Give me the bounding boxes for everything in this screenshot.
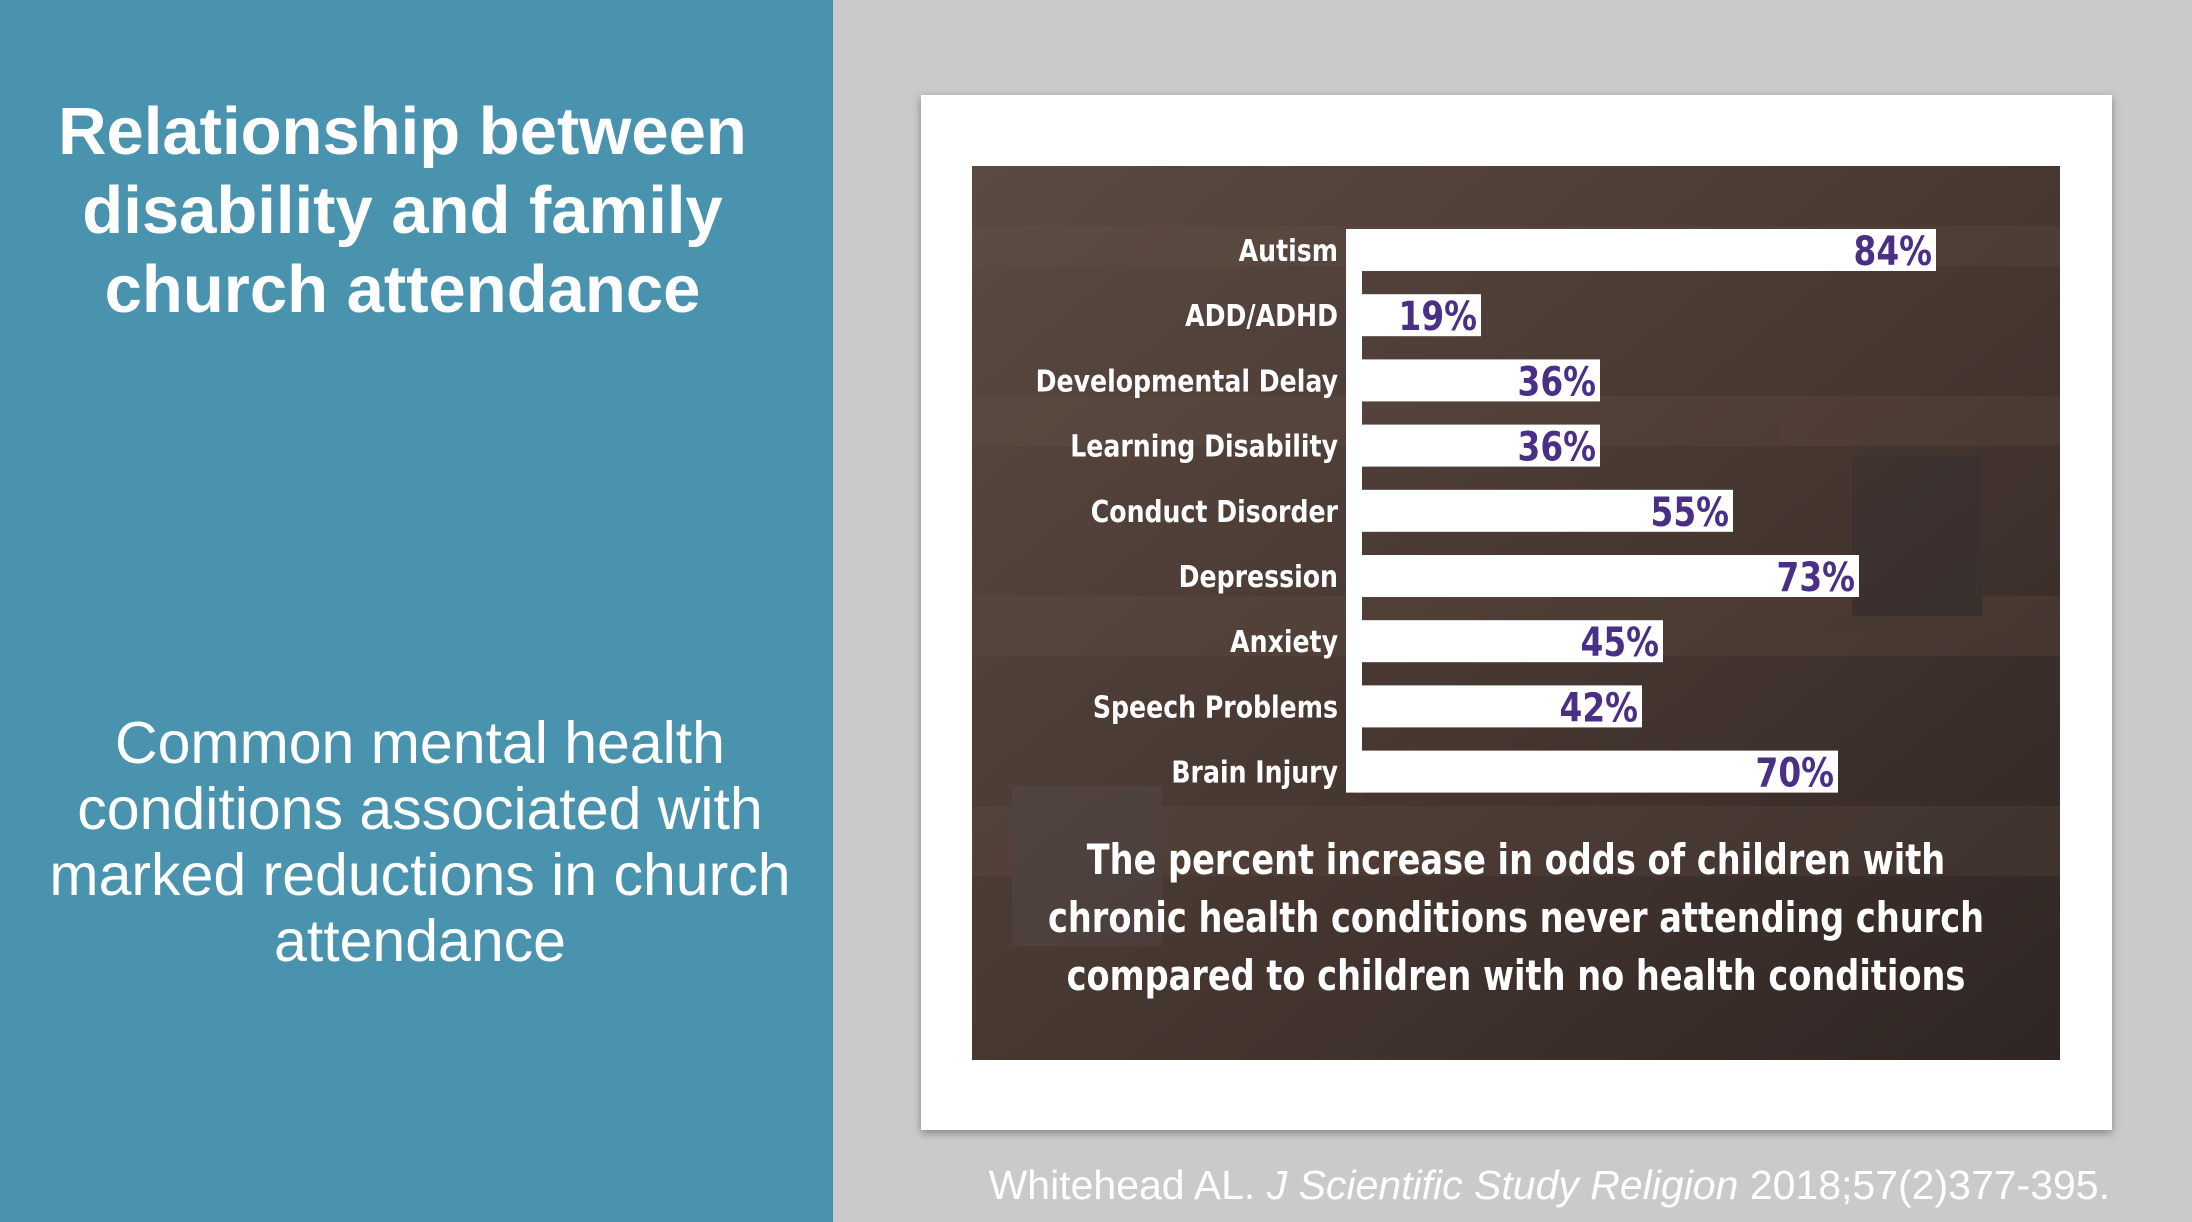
citation-reference: 2018;57(2)377-395. [1749,1162,2110,1208]
bar [1358,294,1481,337]
value-label: 36% [1518,358,1596,405]
bar [1358,489,1733,532]
value-label: 55% [1651,489,1729,536]
category-label: Brain Injury [1171,754,1338,790]
value-label: 73% [1777,554,1855,601]
chart-background [972,166,2060,1060]
citation-journal: J Scientific Study Religion [1266,1162,1739,1208]
category-label: Speech Problems [1093,689,1338,725]
bar [1358,620,1663,663]
value-label: 42% [1560,684,1638,731]
left-panel: Relationship between disability and fami… [0,0,833,1222]
bar [1358,555,1859,597]
bar [1358,424,1600,467]
value-label: 84% [1854,228,1932,275]
category-label: Developmental Delay [1036,363,1338,399]
chart-caption-line: The percent increase in odds of children… [1087,835,1945,884]
bar [1358,750,1838,793]
chart-card: Autism 84% ADD/ADHD 19% Developmental Delay 3… [921,95,2112,1130]
value-label: 45% [1581,619,1659,666]
value-label: 70% [1756,749,1834,796]
citation: Whitehead AL. J Scientific Study Religio… [940,1160,2110,1210]
bar [1358,229,1936,271]
slide-subtitle: Common mental health conditions associat… [49,710,791,974]
category-label: Autism [1239,233,1338,269]
chart-caption-line: chronic health conditions never attendin… [1048,893,1984,942]
category-label: ADD/ADHD [1185,298,1338,334]
category-label: Depression [1179,559,1338,595]
value-label: 36% [1518,423,1596,470]
value-label: 19% [1399,293,1477,340]
bar-chart: Autism 84% ADD/ADHD 19% Developmental Delay 3… [972,166,2060,1060]
category-label: Learning Disability [1070,428,1338,464]
category-label: Conduct Disorder [1091,494,1339,530]
citation-authors: Whitehead AL. [988,1162,1256,1208]
category-label: Anxiety [1230,624,1338,660]
bar [1358,685,1642,728]
chart-caption-line: compared to children with no health cond… [1067,951,1966,1000]
slide-title: Relationship between disability and fami… [58,94,747,327]
bar [1358,359,1600,402]
